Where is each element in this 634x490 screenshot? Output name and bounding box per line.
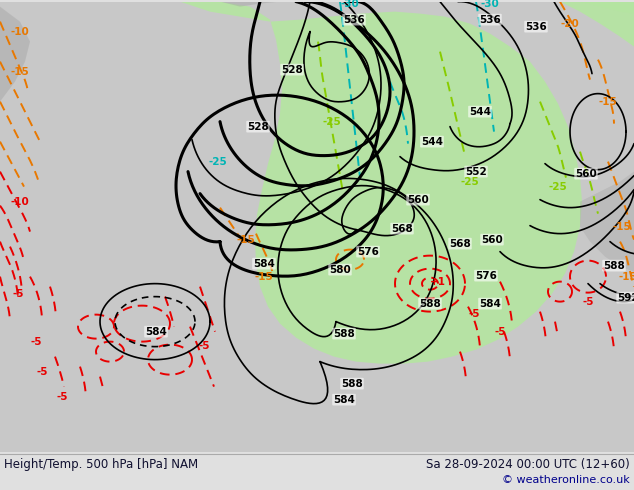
Text: 536: 536: [479, 15, 501, 24]
Text: 588: 588: [341, 379, 363, 389]
Polygon shape: [180, 1, 582, 364]
Text: 560: 560: [407, 195, 429, 205]
Text: -15: -15: [255, 271, 273, 282]
Polygon shape: [0, 7, 30, 101]
Text: +1: +1: [430, 277, 446, 287]
Text: 592: 592: [617, 293, 634, 303]
Text: 584: 584: [333, 394, 355, 405]
Text: -10: -10: [11, 26, 29, 37]
Text: -5: -5: [56, 392, 68, 402]
Text: 568: 568: [449, 239, 471, 248]
Text: -20: -20: [560, 19, 579, 28]
Text: -5: -5: [198, 341, 210, 351]
Text: 536: 536: [343, 15, 365, 24]
Text: 584: 584: [479, 298, 501, 309]
Text: -15: -15: [612, 221, 631, 232]
Text: -5: -5: [582, 296, 594, 307]
Text: Height/Temp. 500 hPa [hPa] NAM: Height/Temp. 500 hPa [hPa] NAM: [4, 458, 198, 471]
Text: 588: 588: [603, 261, 625, 270]
Polygon shape: [560, 1, 634, 47]
Text: -5: -5: [36, 367, 48, 377]
Text: 576: 576: [475, 270, 497, 281]
Text: 536: 536: [525, 22, 547, 32]
Text: 552: 552: [465, 167, 487, 176]
Text: 544: 544: [421, 137, 443, 147]
Text: 580: 580: [329, 265, 351, 274]
Text: 568: 568: [391, 223, 413, 234]
Text: Sa 28-09-2024 00:00 UTC (12+60): Sa 28-09-2024 00:00 UTC (12+60): [426, 458, 630, 471]
Text: -30: -30: [481, 0, 500, 9]
Text: -5: -5: [495, 327, 506, 337]
Text: 584: 584: [253, 259, 275, 269]
Text: 588: 588: [333, 329, 355, 339]
Text: -15: -15: [598, 97, 618, 107]
Text: -25: -25: [548, 182, 567, 192]
Text: -25: -25: [461, 176, 479, 187]
Polygon shape: [580, 172, 634, 271]
Text: -5: -5: [12, 289, 23, 298]
Text: 544: 544: [469, 107, 491, 117]
Polygon shape: [580, 1, 634, 14]
Text: -15: -15: [11, 67, 29, 76]
Text: 560: 560: [481, 235, 503, 245]
Text: © weatheronline.co.uk: © weatheronline.co.uk: [502, 475, 630, 485]
Text: -25: -25: [209, 157, 228, 167]
Text: -15: -15: [619, 271, 634, 282]
Text: 576: 576: [357, 246, 379, 257]
Text: -5: -5: [30, 337, 42, 346]
Text: -15: -15: [236, 235, 256, 245]
Text: 584: 584: [145, 327, 167, 337]
Text: -25: -25: [323, 117, 341, 126]
Text: 588: 588: [419, 298, 441, 309]
Text: 528: 528: [281, 65, 303, 74]
Polygon shape: [220, 1, 280, 7]
Text: -10: -10: [11, 196, 29, 207]
Text: 528: 528: [247, 122, 269, 132]
Text: -30: -30: [340, 0, 359, 9]
Text: -5: -5: [469, 309, 480, 318]
Text: 560: 560: [575, 169, 597, 179]
